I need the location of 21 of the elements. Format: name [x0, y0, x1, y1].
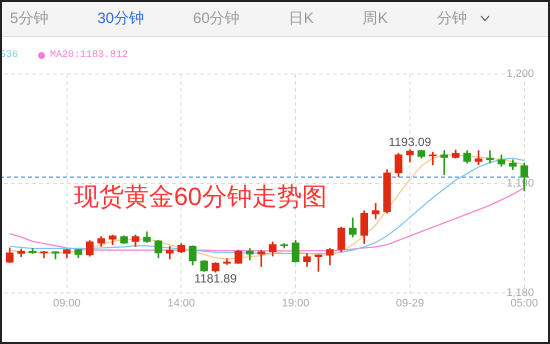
text: 现货黄金60分钟走势图 [74, 182, 327, 213]
x-tick-label: 09:00 [53, 297, 81, 310]
y-tick-label: 1,200 [506, 68, 534, 80]
annotation: 1181.89 [194, 271, 238, 286]
text: 60分钟 [193, 8, 240, 28]
candlestick [474, 150, 482, 166]
text: 日K [288, 8, 314, 28]
candlestick [314, 254, 322, 272]
legend-label: MA20:1183.812 [50, 50, 128, 61]
text: 30分钟 [97, 8, 144, 28]
text: 分钟 [436, 8, 467, 28]
x-tick-label: 19:00 [282, 297, 310, 310]
annotation: 1193.09 [388, 134, 432, 149]
candlestick [486, 150, 494, 164]
y-tick-label: 1,180 [506, 286, 534, 299]
candlestick [52, 251, 60, 260]
text: 5分钟 [10, 8, 48, 28]
x-tick-label: 09-29 [396, 297, 424, 310]
text: 周K [362, 8, 388, 28]
x-tick-label: 05:00 [510, 297, 538, 310]
x-tick-label: 14:00 [167, 297, 196, 310]
